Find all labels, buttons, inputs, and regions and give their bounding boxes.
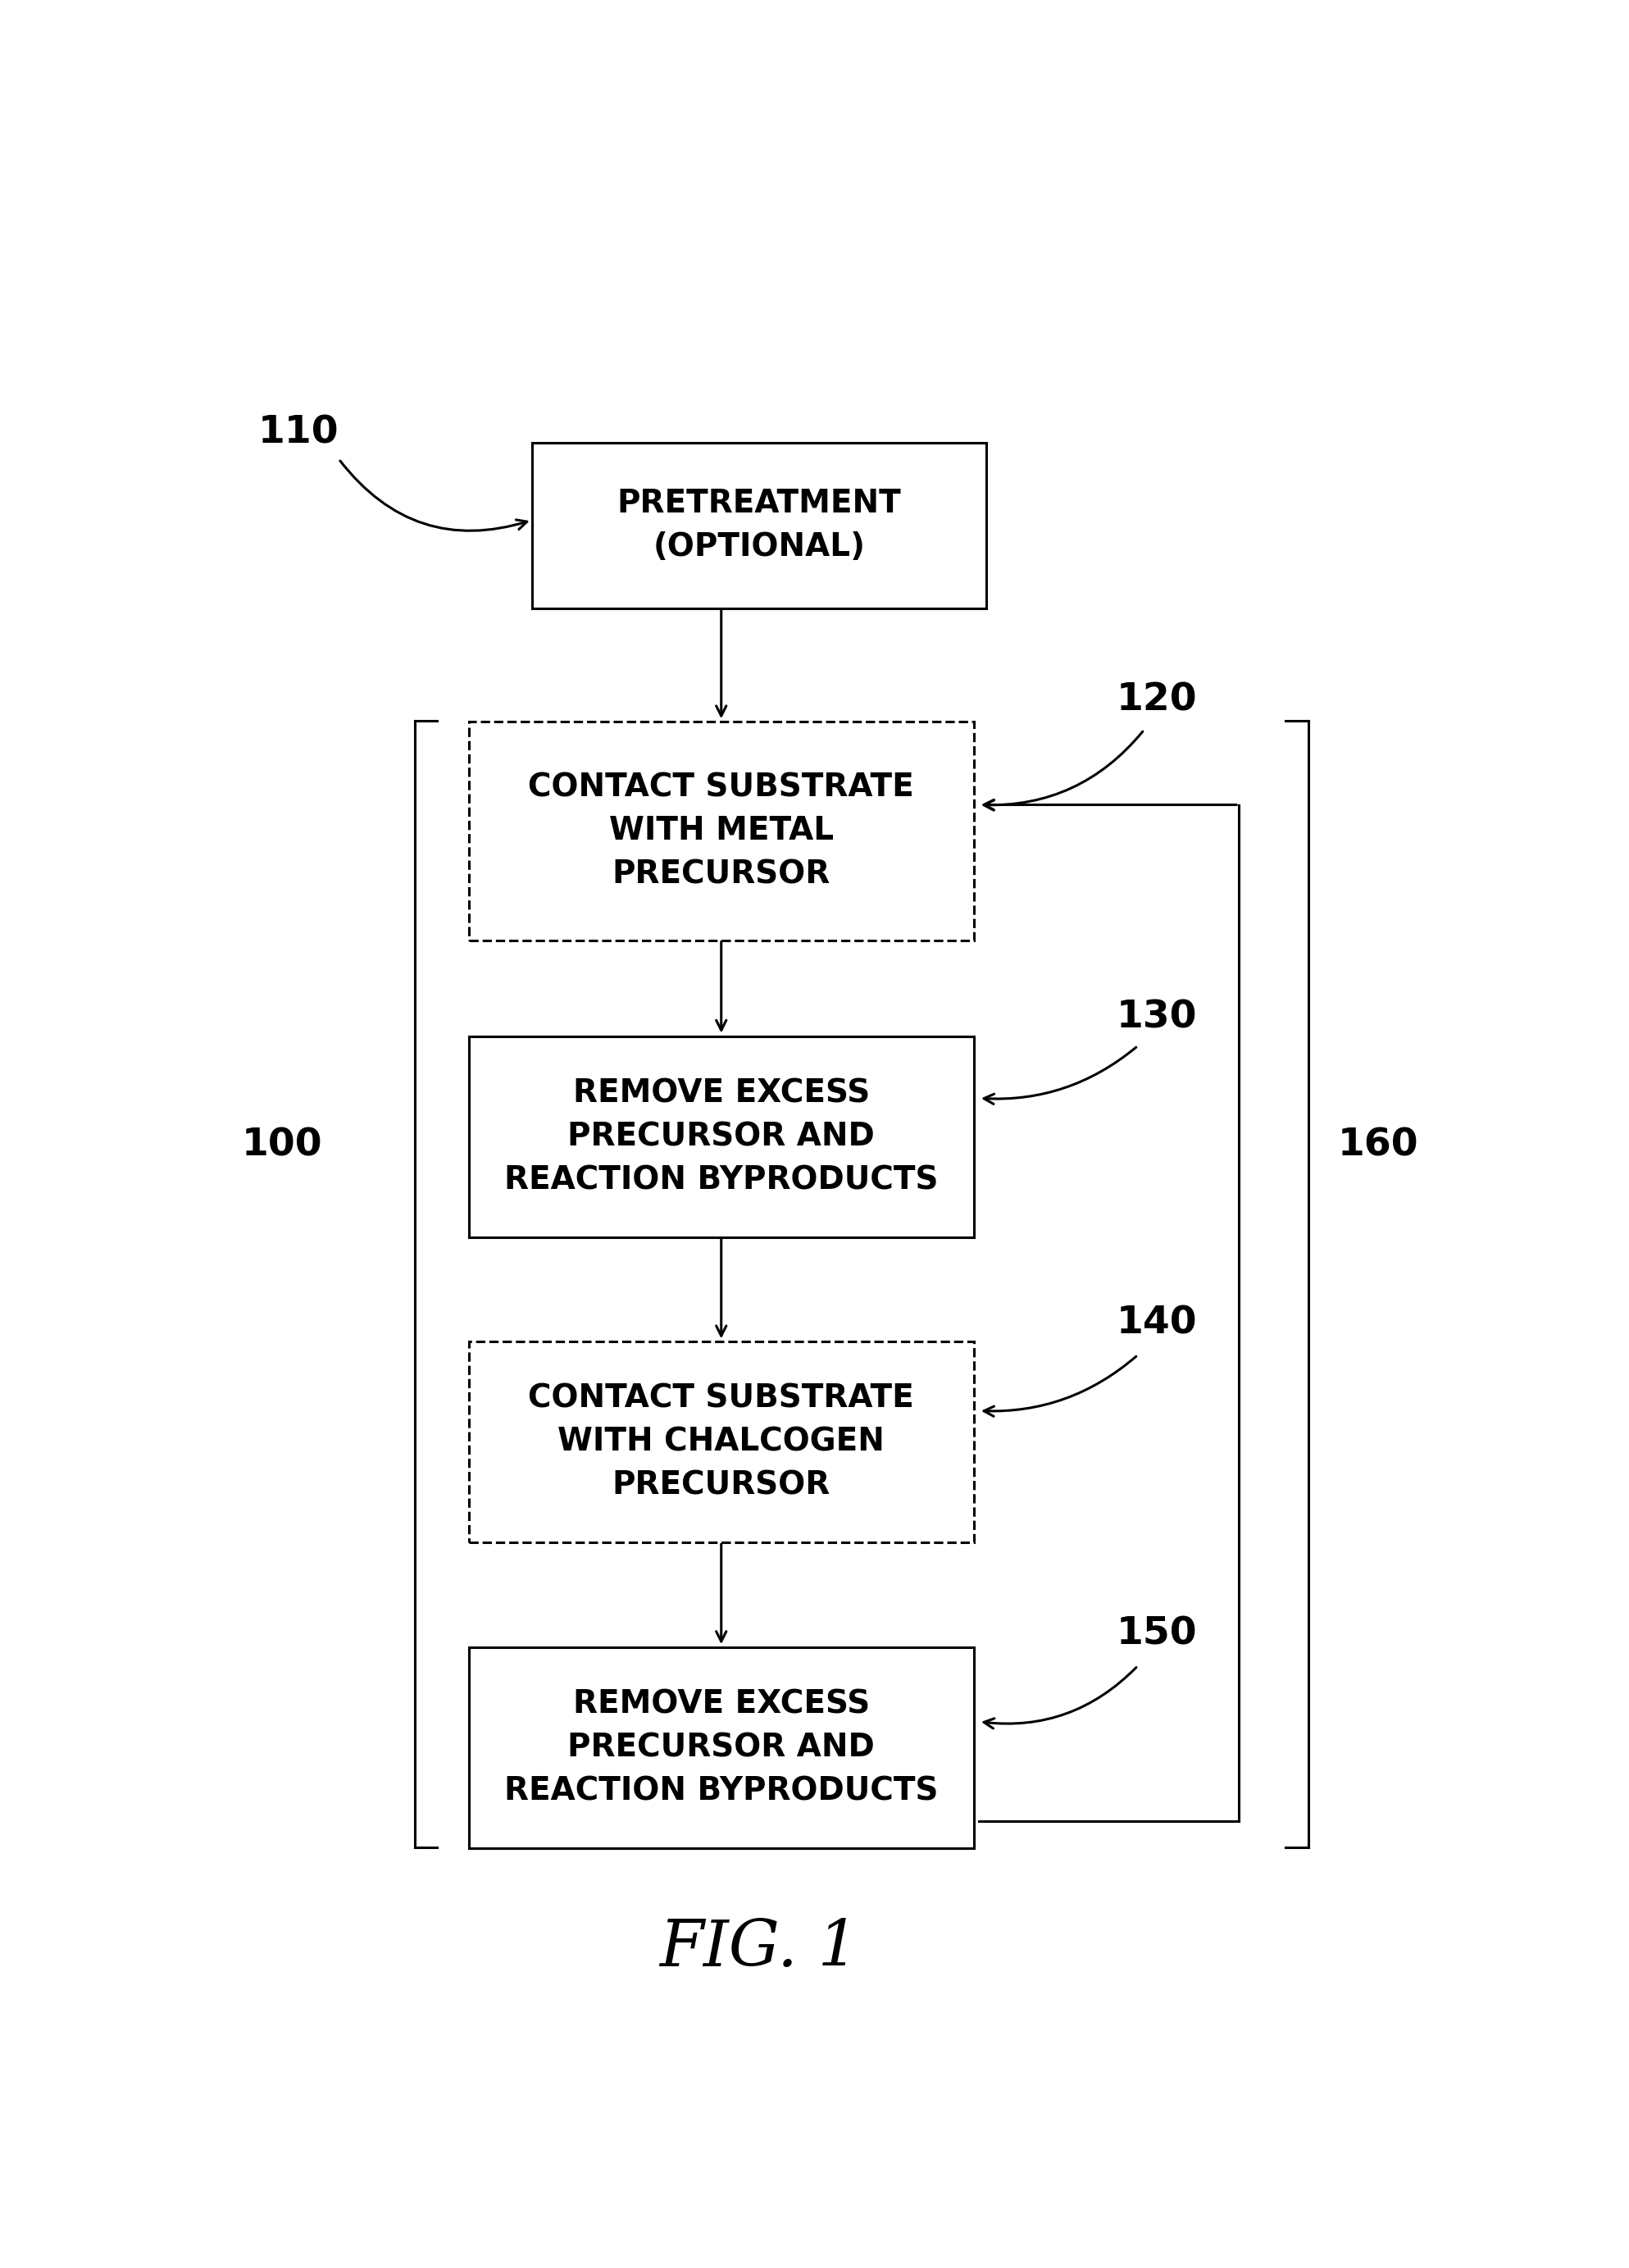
Text: CONTACT SUBSTRATE
WITH METAL
PRECURSOR: CONTACT SUBSTRATE WITH METAL PRECURSOR: [528, 771, 914, 889]
Text: 150: 150: [1116, 1615, 1197, 1653]
Text: 130: 130: [1116, 1000, 1197, 1036]
Text: 160: 160: [1337, 1127, 1419, 1163]
Text: CONTACT SUBSTRATE
WITH CHALCOGEN
PRECURSOR: CONTACT SUBSTRATE WITH CHALCOGEN PRECURS…: [528, 1383, 914, 1501]
Text: REMOVE EXCESS
PRECURSOR AND
REACTION BYPRODUCTS: REMOVE EXCESS PRECURSOR AND REACTION BYP…: [505, 1690, 938, 1808]
Bar: [469, 1343, 974, 1542]
Text: REMOVE EXCESS
PRECURSOR AND
REACTION BYPRODUCTS: REMOVE EXCESS PRECURSOR AND REACTION BYP…: [505, 1077, 938, 1195]
Bar: [531, 442, 986, 608]
Text: 110: 110: [257, 415, 339, 451]
Text: PRETREATMENT
(OPTIONAL): PRETREATMENT (OPTIONAL): [617, 488, 901, 562]
Bar: [469, 1647, 974, 1848]
Bar: [469, 1036, 974, 1236]
Text: 100: 100: [241, 1127, 323, 1163]
Text: 120: 120: [1116, 683, 1197, 719]
Text: 140: 140: [1116, 1304, 1197, 1343]
Bar: [469, 721, 974, 941]
Text: FIG. 1: FIG. 1: [660, 1916, 858, 1980]
